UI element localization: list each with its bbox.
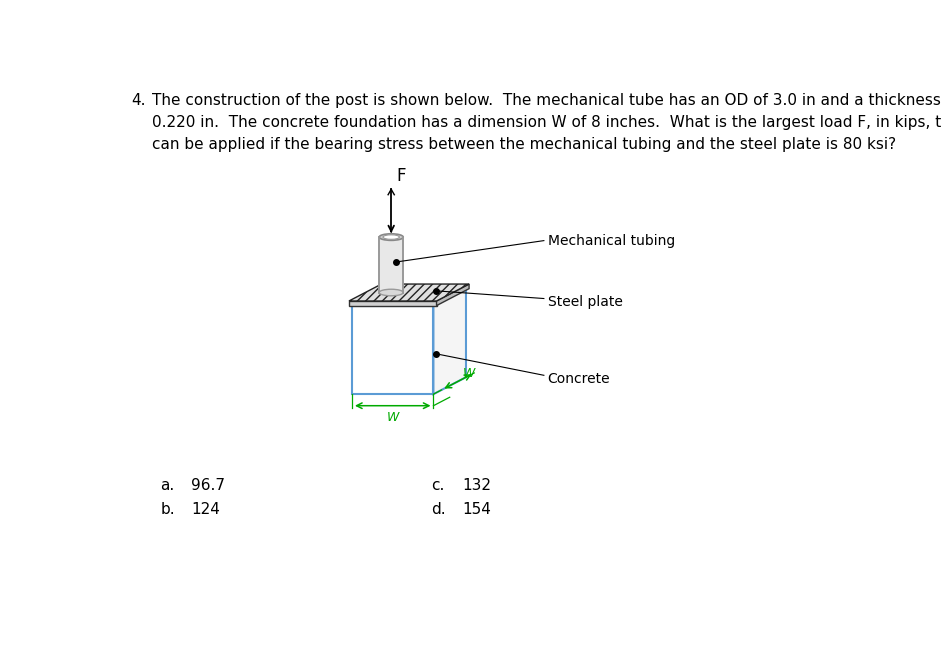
- Polygon shape: [349, 284, 469, 301]
- Text: W: W: [463, 367, 475, 380]
- Text: 132: 132: [462, 478, 491, 493]
- Polygon shape: [352, 306, 434, 394]
- Text: F: F: [396, 168, 407, 185]
- Text: c.: c.: [432, 478, 445, 493]
- Text: The construction of the post is shown below.  The mechanical tube has an OD of 3: The construction of the post is shown be…: [152, 93, 941, 152]
- Text: W: W: [387, 411, 399, 424]
- Polygon shape: [437, 284, 469, 306]
- Ellipse shape: [379, 289, 403, 296]
- Polygon shape: [379, 237, 403, 292]
- Text: b.: b.: [160, 501, 175, 516]
- Text: Concrete: Concrete: [548, 372, 611, 386]
- Text: 4.: 4.: [132, 93, 146, 108]
- Text: a.: a.: [160, 478, 174, 493]
- Ellipse shape: [379, 234, 403, 240]
- Text: 154: 154: [462, 501, 491, 516]
- Polygon shape: [434, 288, 466, 394]
- Text: 124: 124: [191, 501, 220, 516]
- Ellipse shape: [383, 235, 399, 239]
- Text: d.: d.: [432, 501, 446, 516]
- Polygon shape: [352, 288, 466, 306]
- Text: 96.7: 96.7: [191, 478, 225, 493]
- Text: Mechanical tubing: Mechanical tubing: [548, 234, 675, 248]
- Polygon shape: [349, 301, 437, 306]
- Text: Steel plate: Steel plate: [548, 296, 623, 309]
